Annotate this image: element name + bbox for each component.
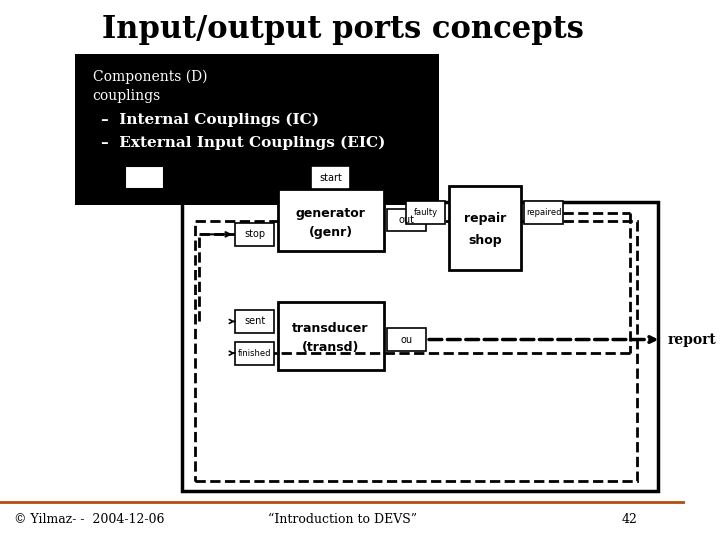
Bar <box>125 166 164 189</box>
Bar <box>311 166 350 189</box>
Bar <box>524 201 563 224</box>
Text: report: report <box>668 333 717 347</box>
Text: ou: ou <box>400 334 413 345</box>
Text: “Introduction to DEVS”: “Introduction to DEVS” <box>268 513 417 526</box>
Text: 42: 42 <box>621 513 637 526</box>
Bar <box>235 342 274 364</box>
Text: generator: generator <box>296 207 366 220</box>
Text: stop: stop <box>244 230 265 239</box>
Text: start: start <box>319 173 342 183</box>
Bar <box>406 201 446 224</box>
Text: –  Internal Couplings (IC): – Internal Couplings (IC) <box>102 113 320 127</box>
Bar <box>195 221 637 481</box>
Text: finished: finished <box>238 349 271 357</box>
Text: out: out <box>399 215 415 225</box>
Bar <box>235 223 274 246</box>
Text: shop: shop <box>468 234 502 247</box>
Text: faulty: faulty <box>414 208 438 217</box>
Text: repaired: repaired <box>526 208 562 217</box>
Bar <box>387 208 426 231</box>
Bar <box>76 54 438 205</box>
Text: –  External Input Couplings (EIC): – External Input Couplings (EIC) <box>102 136 386 150</box>
Bar <box>387 328 426 351</box>
Text: (genr): (genr) <box>309 226 353 239</box>
Bar <box>277 302 384 370</box>
Bar <box>181 202 658 491</box>
Text: sent: sent <box>244 316 265 327</box>
Text: Input/output ports concepts: Input/output ports concepts <box>102 14 583 45</box>
Text: couplings: couplings <box>92 89 161 103</box>
Text: Components (D): Components (D) <box>92 70 207 84</box>
Text: (transd): (transd) <box>302 341 359 354</box>
Text: © Yilmaz- -  2004-12-06: © Yilmaz- - 2004-12-06 <box>14 513 164 526</box>
Bar <box>449 186 521 270</box>
Text: start: start <box>135 168 171 182</box>
Bar <box>277 189 384 251</box>
Text: transducer: transducer <box>292 321 369 335</box>
Bar <box>235 310 274 333</box>
Text: repair: repair <box>464 212 506 225</box>
